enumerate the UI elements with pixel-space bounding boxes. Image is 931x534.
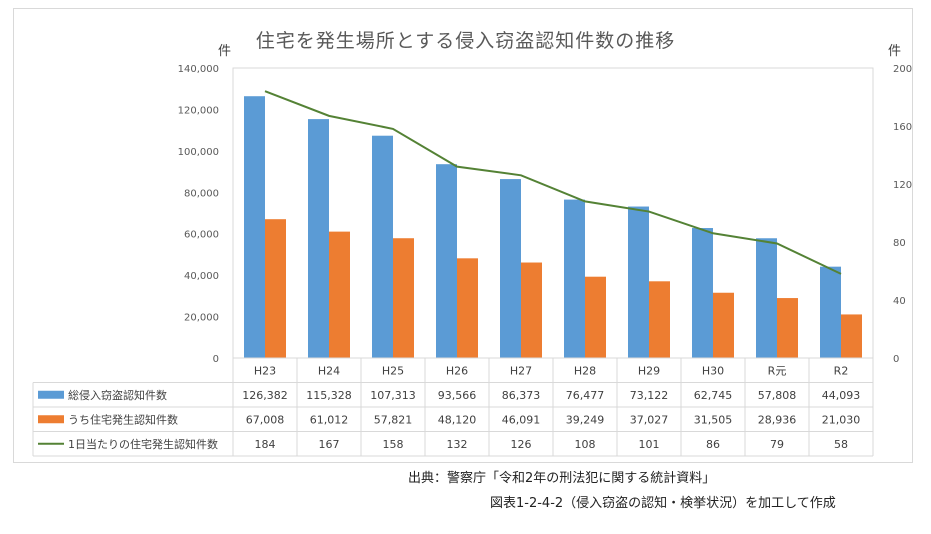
y-tick-label: 40,000 <box>184 271 219 282</box>
data-label: 167 <box>319 438 340 451</box>
x-category-label: H30 <box>702 364 724 377</box>
y-tick-label: 20,000 <box>184 313 219 324</box>
y-tick-label: 60,000 <box>184 230 219 241</box>
data-label: 57,821 <box>374 413 413 426</box>
data-label: 61,012 <box>310 413 349 426</box>
legend-key-total <box>38 390 64 399</box>
bar-total <box>308 119 329 358</box>
y2-tick-label: 120 <box>893 180 912 191</box>
data-label: 126 <box>511 438 532 451</box>
bar-residential <box>585 276 606 358</box>
x-category-label: H24 <box>318 364 340 377</box>
y2-tick-label: 0 <box>893 354 899 365</box>
bar-residential <box>393 238 414 358</box>
line-per-day <box>264 90 842 275</box>
data-label: 158 <box>383 438 404 451</box>
data-label: 79 <box>770 438 784 451</box>
data-label: 21,030 <box>822 413 861 426</box>
legend-label: 1日当たりの住宅発生認知件数 <box>68 437 218 451</box>
y-tick-label: 120,000 <box>178 105 219 116</box>
bar-total <box>692 228 713 358</box>
data-label: 67,008 <box>246 413 285 426</box>
y-tick-label: 100,000 <box>178 147 219 158</box>
legend-key-residential <box>38 415 64 424</box>
data-label: 57,808 <box>758 389 797 402</box>
data-label: 86,373 <box>502 389 541 402</box>
legend-label: 総侵入窃盗認知件数 <box>68 388 167 402</box>
data-label: 37,027 <box>630 413 669 426</box>
bar-residential <box>265 219 286 358</box>
x-category-label: R元 <box>768 364 787 377</box>
data-label: 107,313 <box>370 389 416 402</box>
y2-tick-label: 80 <box>893 238 906 249</box>
data-label: 31,505 <box>694 413 733 426</box>
y-tick-label: 80,000 <box>184 188 219 199</box>
data-label: 46,091 <box>502 413 541 426</box>
bar-total <box>500 179 521 358</box>
data-label: 184 <box>255 438 276 451</box>
data-label: 101 <box>639 438 660 451</box>
y2-tick-label: 40 <box>893 296 906 307</box>
y2-tick-label: 200 <box>893 64 912 75</box>
chart-title: 住宅を発生場所とする侵入窃盗認知件数の推移 <box>255 30 676 52</box>
data-label: 73,122 <box>630 389 669 402</box>
x-category-label: R2 <box>834 364 849 377</box>
bar-residential <box>521 262 542 358</box>
y-tick-label: 0 <box>213 354 219 365</box>
left-axis-unit: 件 <box>218 44 232 59</box>
data-label: 58 <box>834 438 848 451</box>
bar-residential <box>329 231 350 358</box>
source-line-1: 出典：警察庁「令和2年の刑法犯に関する統計資料」 <box>408 471 716 486</box>
x-category-label: H26 <box>446 364 468 377</box>
bar-total <box>820 266 841 358</box>
data-label: 76,477 <box>566 389 605 402</box>
bar-residential <box>841 314 862 358</box>
x-category-label: H28 <box>574 364 596 377</box>
x-category-label: H25 <box>382 364 404 377</box>
bar-residential <box>777 298 798 358</box>
legend-label: うち住宅発生認知件数 <box>68 412 178 426</box>
data-label: 39,249 <box>566 413 605 426</box>
y-tick-label: 140,000 <box>178 64 219 75</box>
bar-residential <box>457 258 478 358</box>
bar-total <box>756 238 777 358</box>
source-line-2: 図表1-2-4-2（侵入窃盗の認知・検挙状況）を加工して作成 <box>490 496 836 511</box>
data-label: 28,936 <box>758 413 797 426</box>
data-label: 44,093 <box>822 389 861 402</box>
data-label: 62,745 <box>694 389 733 402</box>
data-label: 86 <box>706 438 720 451</box>
bar-total <box>436 164 457 358</box>
bar-total <box>372 135 393 358</box>
data-label: 132 <box>447 438 468 451</box>
data-label: 115,328 <box>306 389 352 402</box>
x-category-label: H23 <box>254 364 276 377</box>
right-axis-unit: 件 <box>888 44 902 59</box>
data-label: 108 <box>575 438 596 451</box>
x-category-label: H29 <box>638 364 660 377</box>
x-category-label: H27 <box>510 364 532 377</box>
y2-tick-label: 160 <box>893 122 912 133</box>
data-label: 126,382 <box>242 389 288 402</box>
bar-residential <box>649 281 670 358</box>
bar-total <box>564 199 585 358</box>
bar-total <box>244 96 265 359</box>
bar-total <box>628 206 649 358</box>
chart-frame <box>13 8 913 463</box>
data-label: 48,120 <box>438 413 477 426</box>
data-label: 93,566 <box>438 389 477 402</box>
bar-residential <box>713 292 734 358</box>
